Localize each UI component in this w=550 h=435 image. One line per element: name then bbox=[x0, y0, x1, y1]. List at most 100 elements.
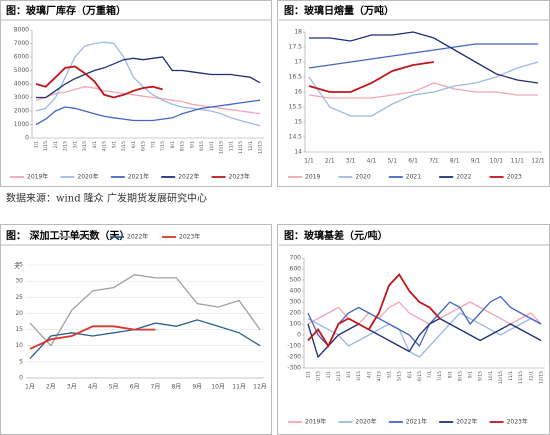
legend-label: 2021年 bbox=[406, 418, 427, 426]
x-tick-label: 3/1 bbox=[346, 371, 352, 378]
legend-label: 2023 bbox=[507, 174, 522, 181]
x-tick-label: 11月 bbox=[232, 384, 246, 391]
x-tick-label: 12/15 bbox=[539, 371, 545, 384]
x-tick-label: 5/1 bbox=[111, 141, 117, 148]
y-tick-label: 8000 bbox=[14, 27, 29, 34]
x-tick-label: 6/15 bbox=[141, 141, 147, 151]
x-tick-label: 11/15 bbox=[238, 141, 244, 154]
y-tick-label: 18 bbox=[294, 29, 302, 36]
series-line bbox=[307, 317, 542, 359]
y-tick-label: 15 bbox=[294, 119, 302, 126]
legend-label: 2020年 bbox=[77, 173, 98, 181]
x-tick-label: 6月 bbox=[130, 384, 140, 391]
y-tick-label: 15.5 bbox=[289, 104, 303, 111]
y-tick-label: 5000 bbox=[14, 67, 29, 74]
x-tick-label: 8月 bbox=[171, 384, 181, 391]
y-tick-label: 20 bbox=[15, 310, 23, 317]
x-tick-label: 5/15 bbox=[121, 141, 127, 151]
source-note: 数据来源：wind 隆众 广发期货发展研究中心 bbox=[6, 192, 207, 205]
x-tick-label: 5月 bbox=[109, 384, 119, 391]
series-line bbox=[307, 273, 441, 348]
x-tick-label: 5/1 bbox=[387, 158, 397, 165]
y-tick-label: 35 bbox=[15, 262, 23, 269]
x-tick-label: 2月 bbox=[46, 384, 56, 391]
x-tick-label: 12/1 bbox=[531, 158, 545, 165]
legend-label: 2019 bbox=[305, 174, 320, 181]
y-tick-label: 16.5 bbox=[289, 74, 303, 81]
x-tick-label: 7/15 bbox=[160, 141, 166, 151]
chart-title: 图：玻璃基差（元/吨） bbox=[284, 229, 388, 242]
x-tick-label: 4/1 bbox=[367, 158, 377, 165]
x-tick-label: 9/15 bbox=[199, 141, 205, 151]
y-tick-label: 5 bbox=[19, 358, 23, 365]
y-tick-label: 10 bbox=[15, 342, 23, 349]
x-tick-label: 7/1 bbox=[427, 371, 433, 378]
x-tick-label: 6/1 bbox=[408, 158, 418, 165]
x-tick-label: 10/1 bbox=[209, 141, 215, 151]
x-tick-label: 10/1 bbox=[488, 371, 494, 381]
x-tick-label: 3/1 bbox=[346, 158, 356, 165]
series-line bbox=[29, 274, 261, 347]
series-line bbox=[309, 31, 539, 84]
x-tick-label: 7月 bbox=[151, 384, 161, 391]
y-tick-label: 6000 bbox=[14, 54, 29, 61]
legend-label: 2021年 bbox=[75, 233, 96, 241]
legend-label: 2020 bbox=[355, 174, 370, 181]
y-tick-label: 16 bbox=[294, 89, 302, 96]
legend-label: 2023年 bbox=[229, 173, 250, 181]
y-tick-label: 17 bbox=[294, 59, 302, 66]
x-tick-label: 8/15 bbox=[457, 371, 463, 381]
series-line bbox=[35, 99, 261, 126]
y-tick-label: -100 bbox=[287, 343, 301, 350]
x-tick-label: 1月 bbox=[25, 384, 35, 391]
y-tick-label: 200 bbox=[290, 310, 302, 317]
chart-title: 图：玻璃厂库存（万重箱） bbox=[6, 4, 126, 17]
x-tick-label: 10月 bbox=[211, 384, 225, 391]
x-tick-label: 6/15 bbox=[417, 371, 423, 381]
x-tick-label: 9/1 bbox=[468, 371, 474, 378]
y-tick-label: 3000 bbox=[14, 94, 29, 101]
x-tick-label: 4月 bbox=[88, 384, 98, 391]
y-tick-label: 2000 bbox=[14, 108, 29, 115]
series-line bbox=[308, 43, 538, 69]
x-tick-label: 8/15 bbox=[180, 141, 186, 151]
y-tick-label: -200 bbox=[287, 354, 301, 361]
series-line bbox=[307, 301, 542, 325]
y-tick-label: 500 bbox=[290, 277, 302, 284]
y-tick-label: 14.5 bbox=[289, 134, 303, 141]
y-tick-label: 100 bbox=[290, 321, 302, 328]
x-tick-label: 7/15 bbox=[437, 371, 443, 381]
y-tick-label: 0 bbox=[19, 375, 23, 382]
y-tick-label: 0 bbox=[297, 332, 301, 339]
x-tick-label: 1/15 bbox=[316, 371, 322, 381]
y-tick-label: 30 bbox=[15, 278, 23, 285]
y-tick-label: 700 bbox=[290, 255, 302, 262]
x-tick-label: 3/15 bbox=[356, 371, 362, 381]
y-tick-label: 4000 bbox=[14, 81, 29, 88]
x-tick-label: 9月 bbox=[192, 384, 202, 391]
y-tick-label: 17.5 bbox=[289, 44, 303, 51]
legend-label: 2019年 bbox=[27, 173, 48, 181]
x-tick-label: 12月 bbox=[253, 384, 267, 391]
x-tick-label: 10/1 bbox=[490, 158, 504, 165]
series-line bbox=[308, 61, 435, 93]
y-tick-label: 400 bbox=[290, 288, 302, 295]
x-tick-label: 8/1 bbox=[450, 158, 460, 165]
x-tick-label: 12/1 bbox=[248, 141, 254, 151]
x-tick-label: 9/15 bbox=[478, 371, 484, 381]
legend-label: 2020年 bbox=[355, 418, 376, 426]
x-tick-label: 3/1 bbox=[72, 141, 78, 148]
x-tick-label: 3月 bbox=[67, 384, 77, 391]
x-tick-label: 2/1 bbox=[326, 371, 332, 378]
x-tick-label: 4/1 bbox=[92, 141, 98, 148]
x-tick-label: 4/15 bbox=[102, 141, 108, 151]
chart-title: 图：玻璃日熔量（万吨） bbox=[284, 4, 394, 17]
y-tick-label: -300 bbox=[287, 365, 301, 372]
y-tick-label: 600 bbox=[290, 266, 302, 273]
x-tick-label: 1/1 bbox=[34, 141, 40, 148]
x-tick-label: 9/1 bbox=[189, 141, 195, 148]
x-tick-label: 5/15 bbox=[397, 371, 403, 381]
x-tick-label: 4/15 bbox=[376, 371, 382, 381]
x-tick-label: 7/1 bbox=[150, 141, 156, 148]
